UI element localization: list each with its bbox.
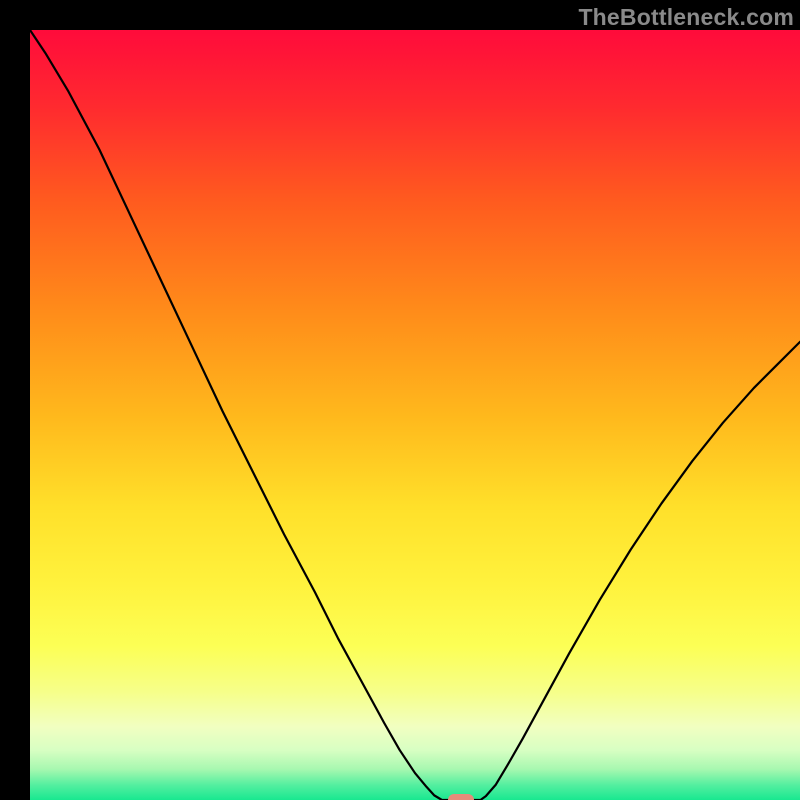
chart-frame: TheBottleneck.com — [0, 0, 800, 800]
bottleneck-curve — [30, 30, 800, 800]
watermark-text: TheBottleneck.com — [578, 4, 794, 31]
plot-area — [30, 30, 800, 800]
optimal-point-marker — [448, 794, 474, 800]
curve-layer — [30, 30, 800, 800]
